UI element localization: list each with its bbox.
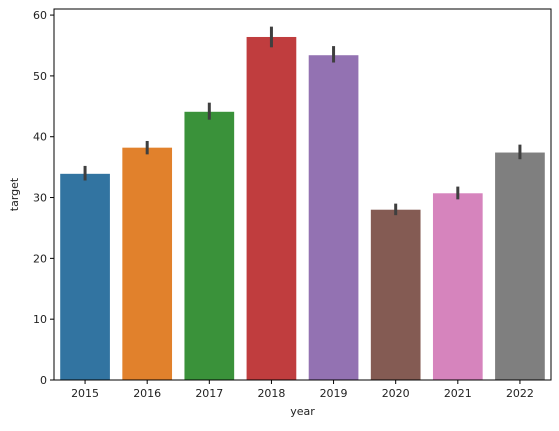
bar-2018 [246, 36, 297, 380]
y-axis-label: target [8, 177, 21, 211]
bar-2020 [370, 209, 421, 380]
y-axis: 0 10 20 30 40 50 60 [33, 9, 54, 387]
x-tick-label: 2019 [320, 387, 348, 400]
y-tick-label: 0 [40, 374, 47, 387]
y-tick-label: 10 [33, 313, 47, 326]
plot-frame [53, 8, 552, 381]
error-bars-group [83, 26, 522, 216]
x-tick-label: 2016 [133, 387, 161, 400]
x-tick-label: 2022 [506, 387, 534, 400]
y-tick-label: 60 [33, 9, 47, 22]
x-axis: 2015 2016 2017 2018 2019 2020 2021 2022 [71, 380, 534, 400]
x-tick-label: 2021 [444, 387, 472, 400]
x-tick-label: 2017 [195, 387, 223, 400]
y-tick-label: 30 [33, 192, 47, 205]
bars-group [60, 36, 545, 380]
bar-2017 [184, 111, 235, 380]
y-tick-label: 50 [33, 70, 47, 83]
bar-2019 [308, 55, 359, 380]
x-tick-label: 2020 [382, 387, 410, 400]
bar-2022 [495, 152, 545, 380]
bar-2021 [432, 193, 483, 380]
bar-2016 [122, 147, 173, 380]
x-tick-label: 2018 [257, 387, 285, 400]
y-tick-label: 20 [33, 252, 47, 265]
bar-2015 [60, 173, 110, 380]
y-tick-label: 40 [33, 131, 47, 144]
x-tick-label: 2015 [71, 387, 99, 400]
x-axis-label: year [290, 405, 315, 418]
